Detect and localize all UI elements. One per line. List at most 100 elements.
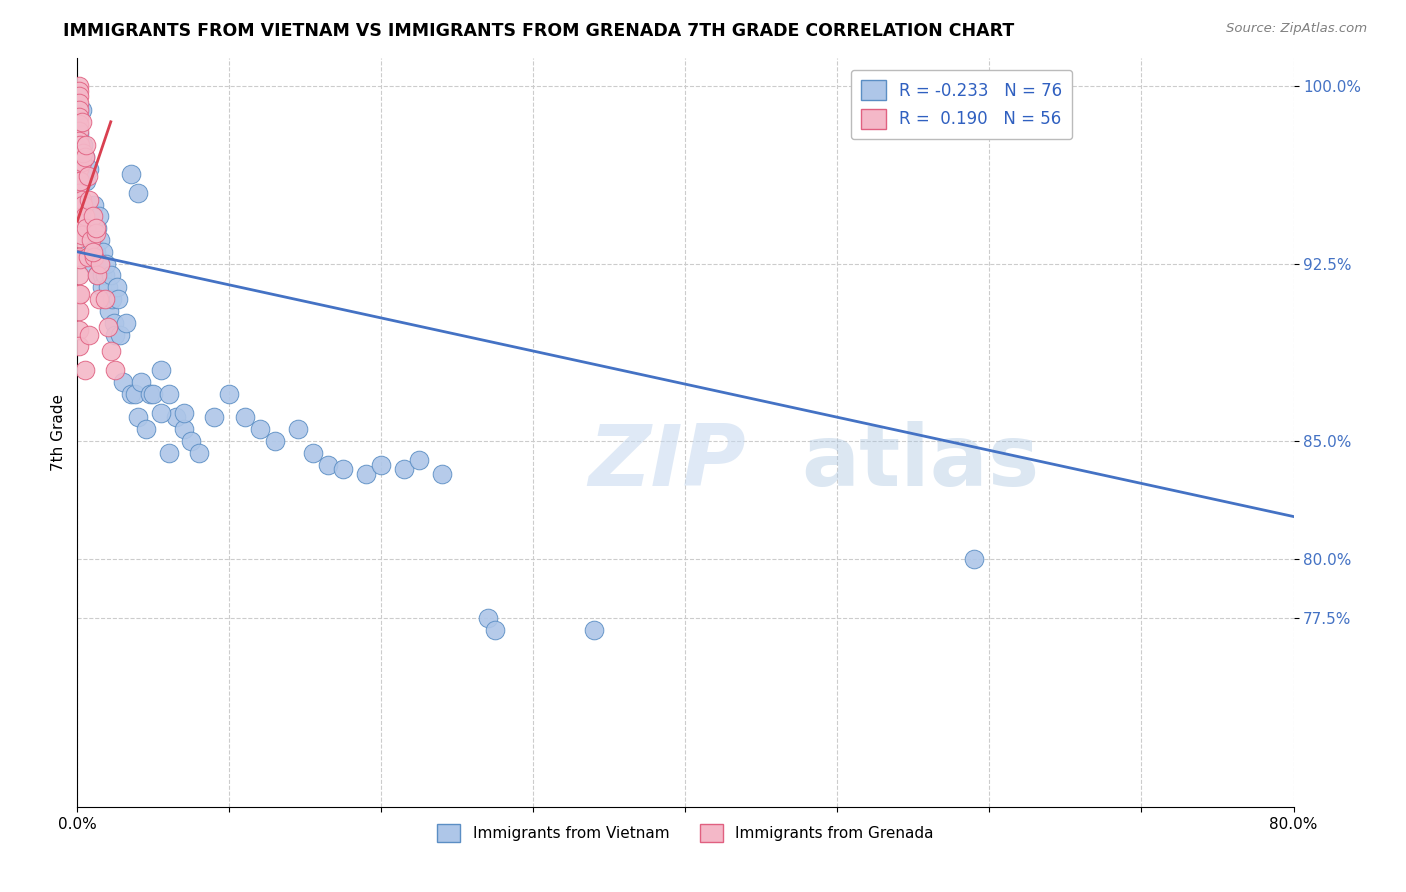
Point: [79, 162, 101, 177]
Point: [69, 216, 91, 230]
Point: [89, 233, 111, 247]
Point: [86, 268, 108, 283]
Point: [83, 250, 105, 264]
Point: [69, 162, 91, 177]
Point: [67, 103, 90, 117]
Point: [233, 410, 256, 425]
Point: [67, 110, 90, 124]
Point: [97, 320, 120, 334]
Point: [98, 304, 121, 318]
Text: ZIP: ZIP: [588, 421, 745, 504]
Point: [75, 138, 97, 153]
Point: [80, 233, 103, 247]
Point: [963, 552, 986, 566]
Point: [72, 197, 94, 211]
Point: [72, 145, 94, 160]
Point: [370, 458, 392, 472]
Point: [157, 386, 180, 401]
Point: [79, 233, 101, 247]
Point: [89, 257, 111, 271]
Point: [67, 323, 90, 337]
Point: [202, 410, 225, 425]
Point: [70, 228, 93, 243]
Point: [73, 210, 96, 224]
Point: [86, 268, 108, 283]
Legend: Immigrants from Vietnam, Immigrants from Grenada: Immigrants from Vietnam, Immigrants from…: [432, 817, 939, 848]
Point: [67, 143, 90, 157]
Point: [96, 257, 118, 271]
Point: [70, 115, 93, 129]
Point: [87, 292, 110, 306]
Point: [82, 257, 104, 271]
Point: [84, 226, 107, 240]
Point: [73, 363, 96, 377]
Point: [67, 268, 90, 283]
Point: [100, 268, 122, 283]
Point: [583, 623, 606, 637]
Y-axis label: 7th Grade: 7th Grade: [51, 394, 66, 471]
Point: [69, 252, 91, 266]
Point: [67, 304, 90, 318]
Point: [129, 375, 152, 389]
Point: [149, 363, 172, 377]
Point: [104, 327, 127, 342]
Point: [67, 287, 90, 301]
Point: [67, 339, 90, 353]
Point: [67, 197, 90, 211]
Point: [83, 197, 105, 211]
Point: [67, 230, 90, 244]
Point: [67, 95, 90, 110]
Point: [67, 214, 90, 228]
Text: atlas: atlas: [801, 421, 1039, 504]
Point: [87, 210, 110, 224]
Point: [139, 386, 162, 401]
Point: [108, 327, 131, 342]
Point: [107, 292, 129, 306]
Point: [142, 386, 165, 401]
Point: [67, 88, 90, 103]
Point: [67, 150, 90, 164]
Point: [287, 422, 309, 436]
Point: [104, 363, 127, 377]
Point: [67, 162, 90, 177]
Point: [80, 210, 103, 224]
Point: [93, 292, 115, 306]
Point: [105, 280, 128, 294]
Point: [75, 221, 97, 235]
Point: [67, 250, 90, 264]
Text: Source: ZipAtlas.com: Source: ZipAtlas.com: [1226, 22, 1367, 36]
Point: [67, 134, 90, 148]
Point: [75, 174, 97, 188]
Point: [90, 280, 112, 294]
Point: [302, 446, 325, 460]
Point: [70, 155, 93, 169]
Point: [84, 244, 107, 259]
Point: [264, 434, 287, 448]
Point: [115, 316, 138, 330]
Point: [67, 124, 90, 138]
Point: [430, 467, 453, 481]
Point: [157, 446, 180, 460]
Point: [332, 462, 354, 476]
Point: [354, 467, 377, 481]
Point: [77, 197, 100, 211]
Point: [86, 221, 108, 235]
Point: [249, 422, 271, 436]
Point: [79, 193, 101, 207]
Point: [127, 410, 149, 425]
Point: [90, 268, 112, 283]
Point: [77, 250, 100, 264]
Point: [97, 280, 120, 294]
Point: [408, 452, 430, 467]
Point: [188, 446, 211, 460]
Point: [67, 174, 90, 188]
Point: [67, 79, 90, 94]
Point: [165, 410, 187, 425]
Point: [124, 386, 146, 401]
Point: [89, 257, 111, 271]
Point: [84, 221, 107, 235]
Point: [180, 434, 202, 448]
Point: [127, 186, 149, 200]
Point: [67, 84, 90, 98]
Point: [69, 138, 91, 153]
